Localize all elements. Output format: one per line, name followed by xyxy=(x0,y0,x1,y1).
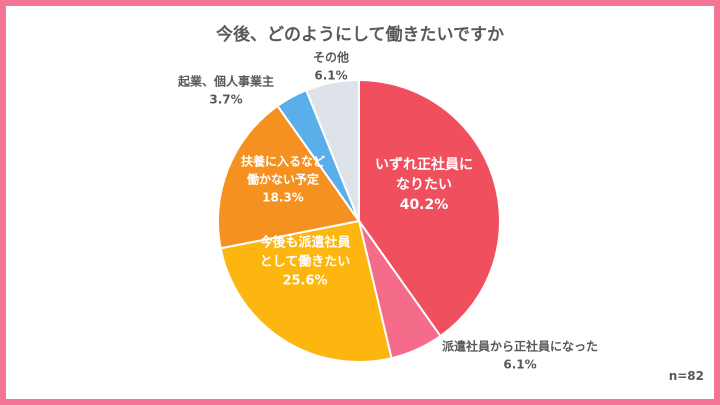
slice-label-3: 今後も派遣社員として働きたい 25.6% xyxy=(258,235,350,289)
slice-label-5: 起業、個人事業主 3.7% xyxy=(177,74,274,107)
slice-category-label: 今後も派遣社員 xyxy=(258,235,350,251)
chart-title: 今後、どのようにして働きたいですか xyxy=(216,25,504,45)
slice-category-label: その他 xyxy=(313,50,349,65)
slice-category-label: として働きたい xyxy=(260,254,351,270)
slice-percent-label: 25.6% xyxy=(282,274,327,289)
sample-size-label: n=82 xyxy=(668,369,704,383)
pie-slice-4 xyxy=(217,104,361,250)
pie-slice-3 xyxy=(219,219,393,363)
pie-slice-6 xyxy=(304,78,360,222)
slice-category-label: 扶養に入るなど xyxy=(241,154,325,169)
slice-label-1: いずれ正社員になりたい 40.2% xyxy=(375,156,473,213)
slice-percent-label: 40.2% xyxy=(400,197,449,213)
slice-percent-label: 6.1% xyxy=(314,69,347,83)
slice-category-label: 派遣社員から正社員になった xyxy=(442,339,598,354)
slice-label-2: 派遣社員から正社員になった 6.1% xyxy=(442,339,598,372)
slice-category-label: 起業、個人事業主 xyxy=(177,74,274,89)
slice-percent-label: 3.7% xyxy=(209,93,242,107)
slice-percent-label: 18.3% xyxy=(262,191,304,205)
pie-slice-1 xyxy=(358,78,501,338)
slice-label-6: その他 6.1% xyxy=(313,50,349,83)
slice-category-label: なりたい xyxy=(396,177,452,193)
slice-percent-label: 6.1% xyxy=(503,358,536,372)
slice-category-label: 働かない予定 xyxy=(246,172,319,187)
slice-category-label: いずれ正社員に xyxy=(375,156,473,173)
slice-label-4: 扶養に入るなど働かない予定 18.3% xyxy=(241,154,325,205)
